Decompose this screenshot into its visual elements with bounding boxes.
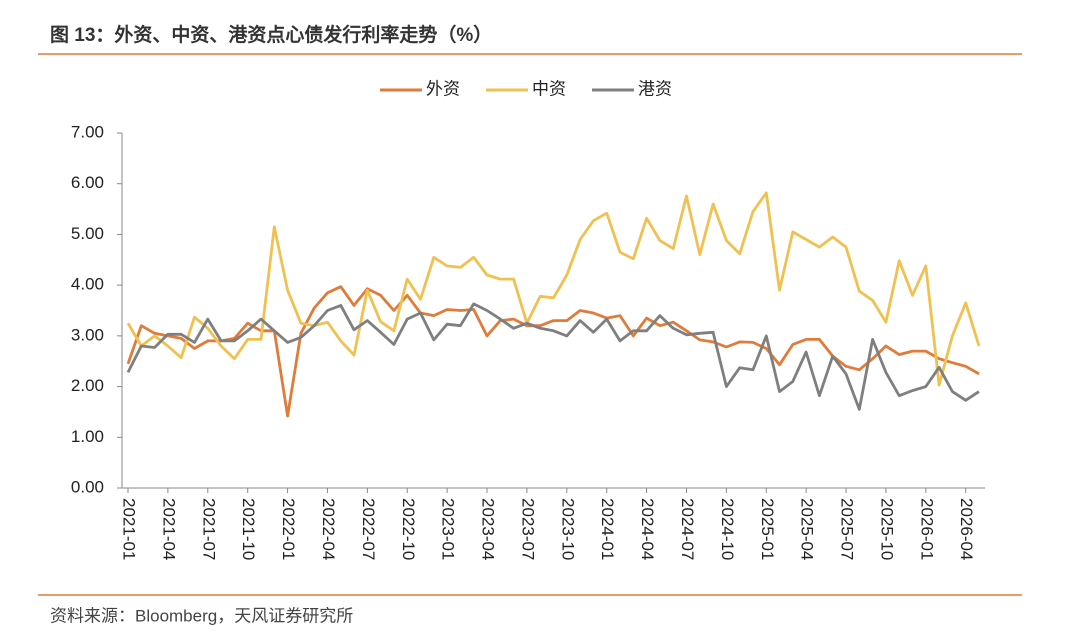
x-tick-label: 2022-01 xyxy=(279,498,298,560)
x-tick-label: 2023-01 xyxy=(439,498,458,560)
x-tick-label: 2024-04 xyxy=(638,498,657,560)
x-tick-label: 2025-01 xyxy=(758,498,777,560)
source: 资料来源：Bloomberg，天风证券研究所 xyxy=(50,606,353,625)
legend-label: 港资 xyxy=(638,79,672,98)
x-tick-label: 2021-10 xyxy=(239,498,258,560)
series-line xyxy=(126,285,980,418)
x-tick-label: 2022-07 xyxy=(359,498,378,560)
x-tick-label: 2022-04 xyxy=(319,498,338,560)
y-tick-label: 4.00 xyxy=(71,275,104,294)
y-tick-label: 7.00 xyxy=(71,122,104,141)
x-tick-label: 2023-04 xyxy=(479,498,498,560)
x-tick-label: 2022-10 xyxy=(399,498,418,560)
y-tick-label: 0.00 xyxy=(71,477,104,496)
x-tick-label: 2021-01 xyxy=(120,498,139,560)
x-tick-label: 2025-10 xyxy=(877,498,896,560)
x-tick-label: 2023-07 xyxy=(518,498,537,560)
x-tick-label: 2024-07 xyxy=(678,498,697,560)
x-tick-label: 2021-07 xyxy=(199,498,218,560)
y-tick-label: 1.00 xyxy=(71,427,104,446)
x-tick-label: 2021-04 xyxy=(159,498,178,560)
legend-label: 中资 xyxy=(532,79,566,98)
chart-title: 图 13：外资、中资、港资点心债发行利率走势（%） xyxy=(50,23,492,46)
series-line xyxy=(126,302,980,411)
series-line xyxy=(126,191,981,387)
x-tick-label: 2024-10 xyxy=(718,498,737,560)
x-tick-label: 2026-01 xyxy=(917,498,936,560)
x-tick-label: 2025-07 xyxy=(838,498,857,560)
x-tick-label: 2025-04 xyxy=(798,498,817,560)
x-tick-label: 2024-01 xyxy=(598,498,617,560)
x-tick-label: 2026-04 xyxy=(957,498,976,560)
y-tick-label: 5.00 xyxy=(71,224,104,243)
y-tick-label: 2.00 xyxy=(71,376,104,395)
legend-label: 外资 xyxy=(426,79,460,98)
y-tick-label: 3.00 xyxy=(71,325,104,344)
y-tick-label: 6.00 xyxy=(71,173,104,192)
x-tick-label: 2023-10 xyxy=(558,498,577,560)
